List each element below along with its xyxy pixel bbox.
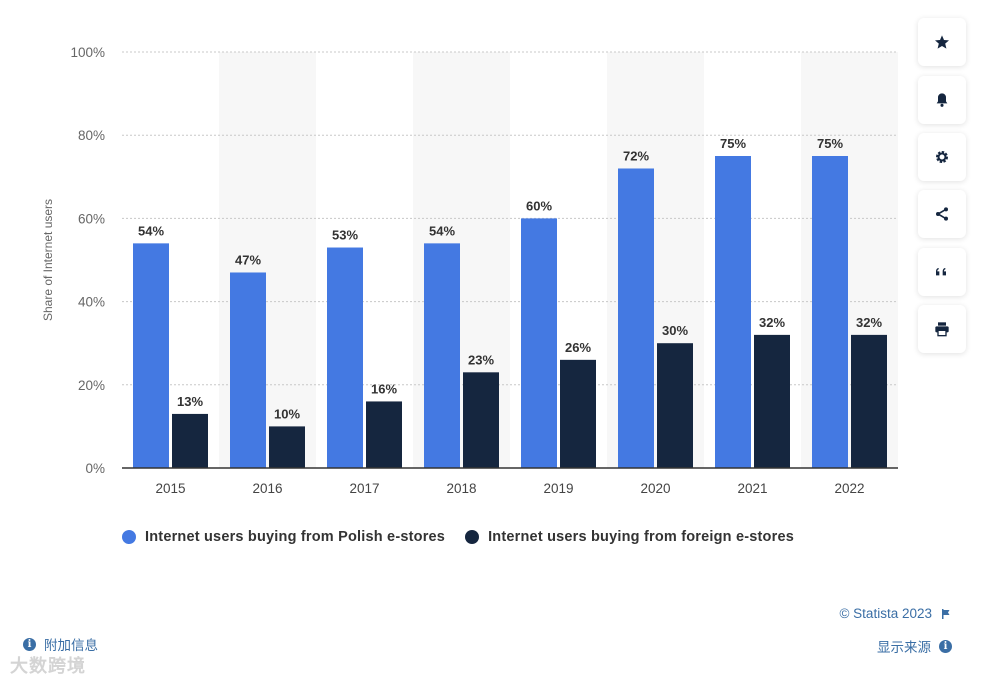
watermark: 大数跨境 xyxy=(10,656,86,676)
bar-foreign[interactable] xyxy=(172,413,208,468)
print-icon xyxy=(935,322,949,337)
data-label: 75% xyxy=(817,136,843,151)
info-icon: i xyxy=(23,637,36,651)
data-label: 32% xyxy=(856,315,882,330)
y-tick-label: 0% xyxy=(85,461,105,476)
bar-foreign[interactable] xyxy=(754,334,790,468)
show-source-link[interactable]: 显示来源 i xyxy=(877,636,952,656)
y-tick-label: 60% xyxy=(78,211,105,226)
x-tick-labels: 2015 2016 2017 2018 2019 2020 2021 2022 xyxy=(155,481,864,496)
x-tick-label: 2015 xyxy=(155,481,185,496)
legend-marker-foreign xyxy=(465,530,480,544)
data-label: 10% xyxy=(274,406,300,421)
settings-button[interactable] xyxy=(918,133,966,181)
data-label: 23% xyxy=(468,352,494,367)
y-axis-title: Share of Internet users xyxy=(41,199,55,321)
star-button[interactable] xyxy=(918,18,966,66)
category-bands xyxy=(219,52,898,468)
legend: Internet users buying from Polish e-stor… xyxy=(122,529,814,545)
data-label: 54% xyxy=(429,223,455,238)
bar-polish[interactable] xyxy=(521,218,557,468)
legend-item-foreign[interactable]: Internet users buying from foreign e-sto… xyxy=(465,529,794,545)
bar-polish[interactable] xyxy=(327,247,363,468)
data-label: 60% xyxy=(526,198,552,213)
bar-foreign[interactable] xyxy=(463,372,499,468)
bars xyxy=(133,156,887,469)
x-tick-label: 2016 xyxy=(252,481,282,496)
y-tick-label: 80% xyxy=(78,128,105,143)
y-tick-label: 40% xyxy=(78,295,105,310)
data-label: 26% xyxy=(565,340,591,355)
legend-label-foreign: Internet users buying from foreign e-sto… xyxy=(488,529,794,545)
x-tick-label: 2020 xyxy=(640,481,670,496)
x-tick-label: 2017 xyxy=(349,481,379,496)
x-tick-label: 2019 xyxy=(543,481,573,496)
data-label: 47% xyxy=(235,252,261,267)
legend-marker-polish xyxy=(122,530,136,544)
data-label: 75% xyxy=(720,136,746,151)
print-button[interactable] xyxy=(918,305,966,353)
legend-item-polish[interactable]: Internet users buying from Polish e-stor… xyxy=(122,529,445,545)
share-icon xyxy=(936,207,948,221)
bar-polish[interactable] xyxy=(618,168,654,469)
data-label: 30% xyxy=(662,323,688,338)
bell-icon xyxy=(936,93,948,107)
copyright-text: © Statista 2023 xyxy=(839,606,932,621)
additional-info-link[interactable]: i 附加信息 xyxy=(23,634,98,654)
bar-polish[interactable] xyxy=(715,156,751,468)
x-tick-label: 2021 xyxy=(737,481,767,496)
show-source-text: 显示来源 xyxy=(877,640,931,655)
copyright-link[interactable]: © Statista 2023 xyxy=(839,606,952,621)
bar-foreign[interactable] xyxy=(657,343,693,468)
y-tick-label: 100% xyxy=(70,45,105,60)
data-labels: 54% 13% 47% 10% 53% 16% 54% 23% 60% 26% 72% 30% 75% 3… xyxy=(138,136,882,421)
bar-polish[interactable] xyxy=(424,243,460,468)
x-tick-label: 2018 xyxy=(446,481,476,496)
data-label: 32% xyxy=(759,315,785,330)
star-icon xyxy=(935,35,949,49)
y-tick-labels: 0% 20% 40% 60% 80% 100% xyxy=(70,45,105,476)
x-tick-label: 2022 xyxy=(834,481,864,496)
bar-polish[interactable] xyxy=(812,156,848,468)
info-icon: i xyxy=(939,639,952,653)
cite-button[interactable] xyxy=(918,248,966,296)
quote-icon xyxy=(936,268,946,276)
data-label: 13% xyxy=(177,394,203,409)
bar-polish[interactable] xyxy=(230,272,266,468)
bar-polish[interactable] xyxy=(133,243,169,468)
bar-foreign[interactable] xyxy=(269,426,305,468)
data-label: 53% xyxy=(332,228,358,243)
data-label: 72% xyxy=(623,148,649,163)
flag-icon xyxy=(942,608,950,619)
data-label: 54% xyxy=(138,223,164,238)
legend-label-polish: Internet users buying from Polish e-stor… xyxy=(145,529,446,545)
y-tick-label: 20% xyxy=(78,378,105,393)
bar-foreign[interactable] xyxy=(851,334,887,468)
bar-foreign[interactable] xyxy=(560,359,596,468)
bar-foreign[interactable] xyxy=(366,401,402,468)
share-button[interactable] xyxy=(918,190,966,238)
additional-info-text: 附加信息 xyxy=(44,638,98,653)
notification-button[interactable] xyxy=(918,76,966,124)
data-label: 16% xyxy=(371,381,397,396)
gear-icon xyxy=(936,151,948,163)
